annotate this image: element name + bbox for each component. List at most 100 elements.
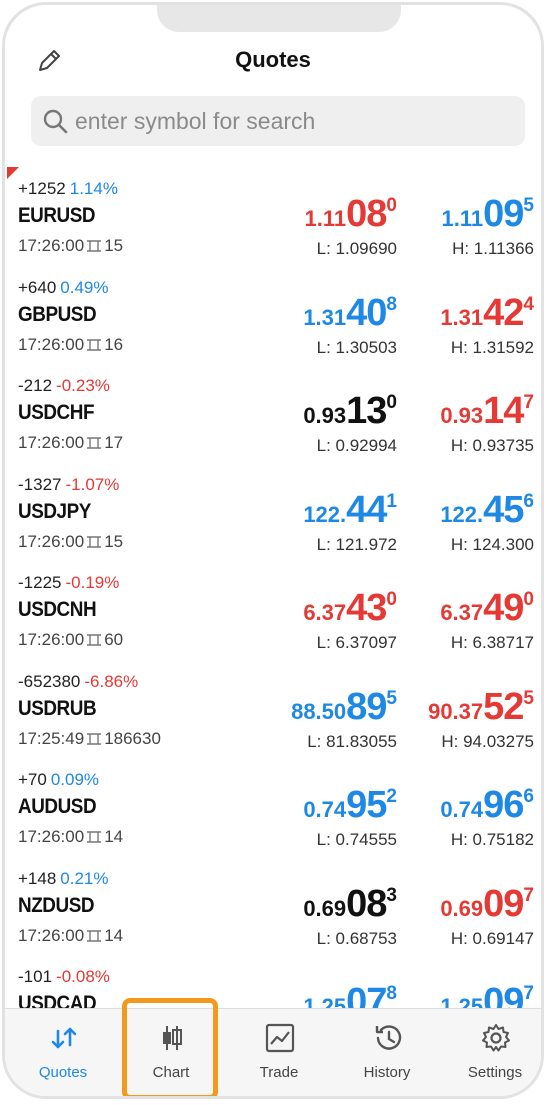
quote-symbol: USDCAD bbox=[18, 992, 97, 1010]
search-input[interactable] bbox=[75, 96, 505, 146]
quote-change: -652380 -6.86% bbox=[18, 671, 139, 691]
quote-change: +148 0.21% bbox=[18, 868, 109, 888]
low-price: L: 1.30503 bbox=[316, 337, 397, 357]
tab-bar: Quotes Chart Trade History bbox=[5, 1008, 541, 1096]
quote-change: -1327 -1.07% bbox=[18, 474, 120, 494]
high-price: H: 1.31592 bbox=[450, 337, 534, 357]
quote-time: 17:25:49 186630 bbox=[18, 728, 161, 748]
low-price: L: 0.74555 bbox=[316, 830, 397, 849]
quote-row[interactable]: +1252 1.14% EURUSD 17:26:00 15 1.11080 1.1… bbox=[5, 175, 541, 273]
low-price: L: 81.83055 bbox=[307, 731, 397, 751]
bid-price: 6.37430 bbox=[303, 587, 397, 629]
spread-icon bbox=[87, 634, 102, 646]
bid-price: 0.74952 bbox=[303, 784, 397, 826]
quote-change: -101 -0.08% bbox=[18, 967, 110, 986]
tab-settings[interactable]: Settings bbox=[441, 1009, 541, 1096]
ask-price: 0.74966 bbox=[440, 784, 534, 826]
quotes-arrows-icon bbox=[51, 1027, 77, 1049]
trade-chart-icon bbox=[265, 1023, 295, 1053]
quote-change: -212 -0.23% bbox=[18, 376, 110, 395]
tab-quotes[interactable]: Quotes bbox=[9, 1009, 117, 1096]
spread-icon bbox=[87, 535, 102, 548]
history-clock-icon bbox=[375, 1025, 402, 1050]
ask-price: 1.11095 bbox=[441, 193, 534, 235]
tab-trade[interactable]: Trade bbox=[225, 1009, 333, 1096]
quote-change: +1252 1.14% bbox=[18, 179, 118, 198]
high-price: H: 94.03275 bbox=[441, 731, 534, 751]
candlestick-icon bbox=[163, 1026, 182, 1050]
quote-row[interactable]: -1225 -0.19% USDCNH 17:26:00 60 6.37430 6.… bbox=[5, 569, 541, 667]
spread-icon bbox=[87, 338, 102, 351]
quote-time: 17:26:00 16 bbox=[18, 334, 124, 354]
spread-icon bbox=[87, 240, 102, 252]
quote-time: 17:26:00 15 bbox=[18, 531, 124, 551]
high-price: H: 0.75182 bbox=[450, 830, 534, 849]
quote-time: 17:26:00 14 bbox=[18, 925, 124, 945]
tab-label: History bbox=[363, 1064, 411, 1081]
bid-price: 1.11080 bbox=[304, 193, 397, 235]
bid-price: 1.31408 bbox=[303, 291, 397, 334]
low-price: L: 0.68753 bbox=[316, 928, 397, 948]
search-icon bbox=[43, 109, 68, 134]
quote-symbol: AUDUSD bbox=[18, 795, 97, 818]
high-price: H: 6.38717 bbox=[450, 633, 534, 652]
high-price: H: 0.93735 bbox=[450, 436, 534, 455]
tab-history[interactable]: History bbox=[333, 1009, 441, 1096]
bid-price: 1.25078 bbox=[303, 981, 397, 1010]
device-notch bbox=[157, 5, 401, 32]
spread-icon bbox=[87, 831, 102, 843]
low-price: L: 121.972 bbox=[316, 534, 397, 554]
quote-symbol: USDRUB bbox=[18, 696, 97, 720]
low-price: L: 6.37097 bbox=[316, 633, 397, 652]
pencil-icon[interactable] bbox=[35, 47, 63, 75]
ask-price: 0.93147 bbox=[440, 390, 534, 432]
tab-label: Trade bbox=[259, 1064, 299, 1081]
gear-icon bbox=[482, 1024, 510, 1052]
ask-price: 0.69097 bbox=[440, 882, 534, 925]
low-price: L: 0.92994 bbox=[316, 436, 397, 455]
search-bar[interactable] bbox=[31, 96, 525, 146]
quotes-list[interactable]: +1252 1.14% EURUSD 17:26:00 15 1.11080 1.1… bbox=[5, 175, 541, 1010]
tab-label: Chart bbox=[152, 1064, 190, 1081]
bid-price: 0.69083 bbox=[303, 882, 397, 925]
ask-price: 90.37525 bbox=[428, 685, 534, 728]
bid-price: 0.93130 bbox=[303, 390, 397, 432]
quote-time: 17:26:00 60 bbox=[18, 630, 124, 649]
ask-price: 1.31424 bbox=[440, 291, 534, 334]
quote-time: 17:26:00 15 bbox=[18, 236, 124, 255]
high-price: H: 1.11366 bbox=[452, 239, 534, 258]
quote-symbol: NZDUSD bbox=[18, 893, 95, 917]
quote-time: 17:26:00 14 bbox=[18, 827, 124, 846]
tab-chart[interactable]: Chart bbox=[117, 1009, 225, 1096]
quote-row[interactable]: -1327 -1.07% USDJPY 17:26:00 15 122.441 12… bbox=[5, 471, 541, 569]
quote-change: -1225 -0.19% bbox=[18, 573, 120, 592]
high-price: H: 0.69147 bbox=[450, 928, 534, 948]
quote-time: 17:26:00 17 bbox=[18, 433, 124, 452]
high-price: H: 124.300 bbox=[450, 534, 534, 554]
quote-row[interactable]: +70 0.09% AUDUSD 17:26:00 14 0.74952 0.749… bbox=[5, 766, 541, 864]
quote-symbol: GBPUSD bbox=[18, 302, 97, 326]
page-title: Quotes bbox=[235, 47, 311, 72]
quote-change: +640 0.49% bbox=[18, 277, 109, 297]
spread-icon bbox=[87, 929, 102, 942]
quote-symbol: EURUSD bbox=[18, 204, 96, 227]
quote-row[interactable]: -101 -0.08% USDCAD 1.25078 1.25097 bbox=[5, 963, 541, 1010]
spread-icon bbox=[87, 732, 102, 745]
quote-row[interactable]: -652380 -6.86% USDRUB 17:25:49 186630 88.5… bbox=[5, 668, 541, 766]
quote-row[interactable]: +148 0.21% NZDUSD 17:26:00 14 0.69083 0.69… bbox=[5, 865, 541, 963]
bid-price: 122.441 bbox=[303, 488, 397, 531]
tab-label: Quotes bbox=[38, 1064, 88, 1081]
chart-tab-highlight bbox=[122, 998, 218, 1096]
quote-row[interactable]: +640 0.49% GBPUSD 17:26:00 16 1.31408 1.31… bbox=[5, 274, 541, 372]
ask-price: 6.37490 bbox=[440, 587, 534, 629]
quote-row[interactable]: -212 -0.23% USDCHF 17:26:00 17 0.93130 0.9… bbox=[5, 372, 541, 470]
tab-label: Settings bbox=[467, 1064, 523, 1081]
alert-marker bbox=[7, 167, 19, 179]
quote-symbol: USDJPY bbox=[18, 499, 91, 523]
spread-icon bbox=[87, 437, 102, 449]
low-price: L: 1.09690 bbox=[316, 239, 397, 258]
ask-price: 1.25097 bbox=[440, 981, 534, 1010]
ask-price: 122.456 bbox=[440, 488, 534, 531]
quote-change: +70 0.09% bbox=[18, 770, 100, 789]
